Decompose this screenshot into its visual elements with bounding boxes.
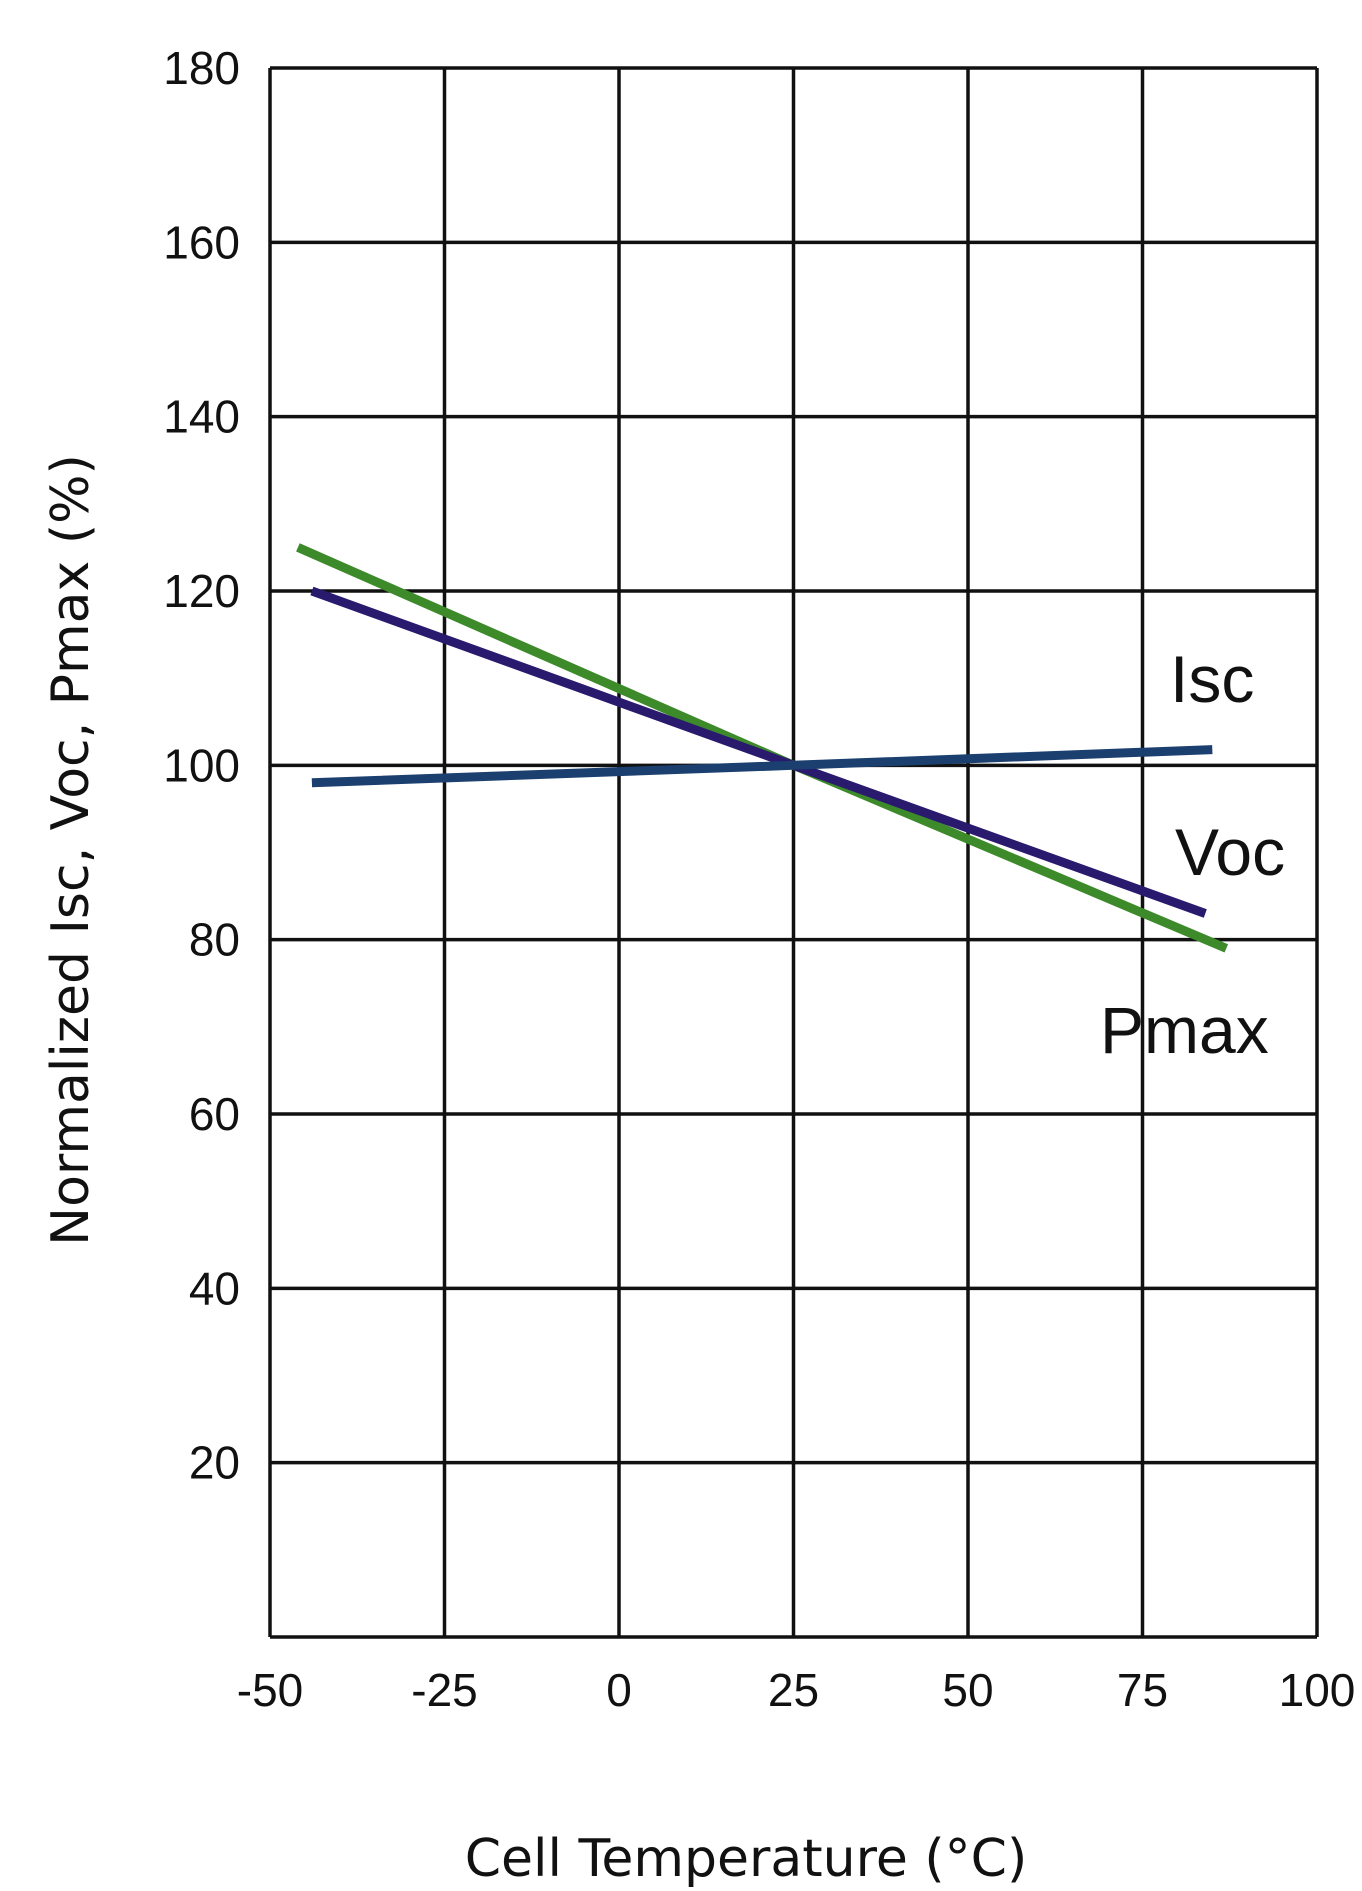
x-tick-label: -50 [237,1664,303,1716]
x-tick-label: 0 [606,1664,632,1716]
x-tick-label: 25 [768,1664,819,1716]
y-tick-label: 60 [189,1088,240,1140]
series-labels: Isc Voc Pmax [1100,642,1285,1067]
series-lines [296,543,1229,953]
series-label-pmax: Pmax [1100,993,1269,1067]
series-line-isc [311,745,1213,788]
grid [268,66,1319,1639]
y-axis-ticks: 20 40 60 80 100 120 140 160 180 [163,42,240,1489]
y-tick-label: 20 [189,1437,240,1489]
y-axis-title: Normalized Isc, Voc, Pmax (%) [41,454,101,1246]
x-axis-title: Cell Temperature (°C) [465,1829,1028,1889]
series-line-pmax [296,543,1229,953]
x-tick-label: 50 [942,1664,993,1716]
y-tick-label: 160 [163,216,240,268]
x-tick-label: -25 [411,1664,477,1716]
series-label-voc: Voc [1175,815,1285,889]
x-tick-label: 100 [1279,1664,1356,1716]
y-tick-label: 120 [163,565,240,617]
y-tick-label: 80 [189,914,240,966]
y-tick-label: 100 [163,739,240,791]
series-label-isc: Isc [1170,642,1254,716]
x-axis-ticks: -50 -25 0 25 50 75 100 [237,1664,1356,1716]
y-tick-label: 180 [163,42,240,94]
x-tick-label: 75 [1117,1664,1168,1716]
y-tick-label: 140 [163,391,240,443]
y-tick-label: 40 [189,1262,240,1314]
